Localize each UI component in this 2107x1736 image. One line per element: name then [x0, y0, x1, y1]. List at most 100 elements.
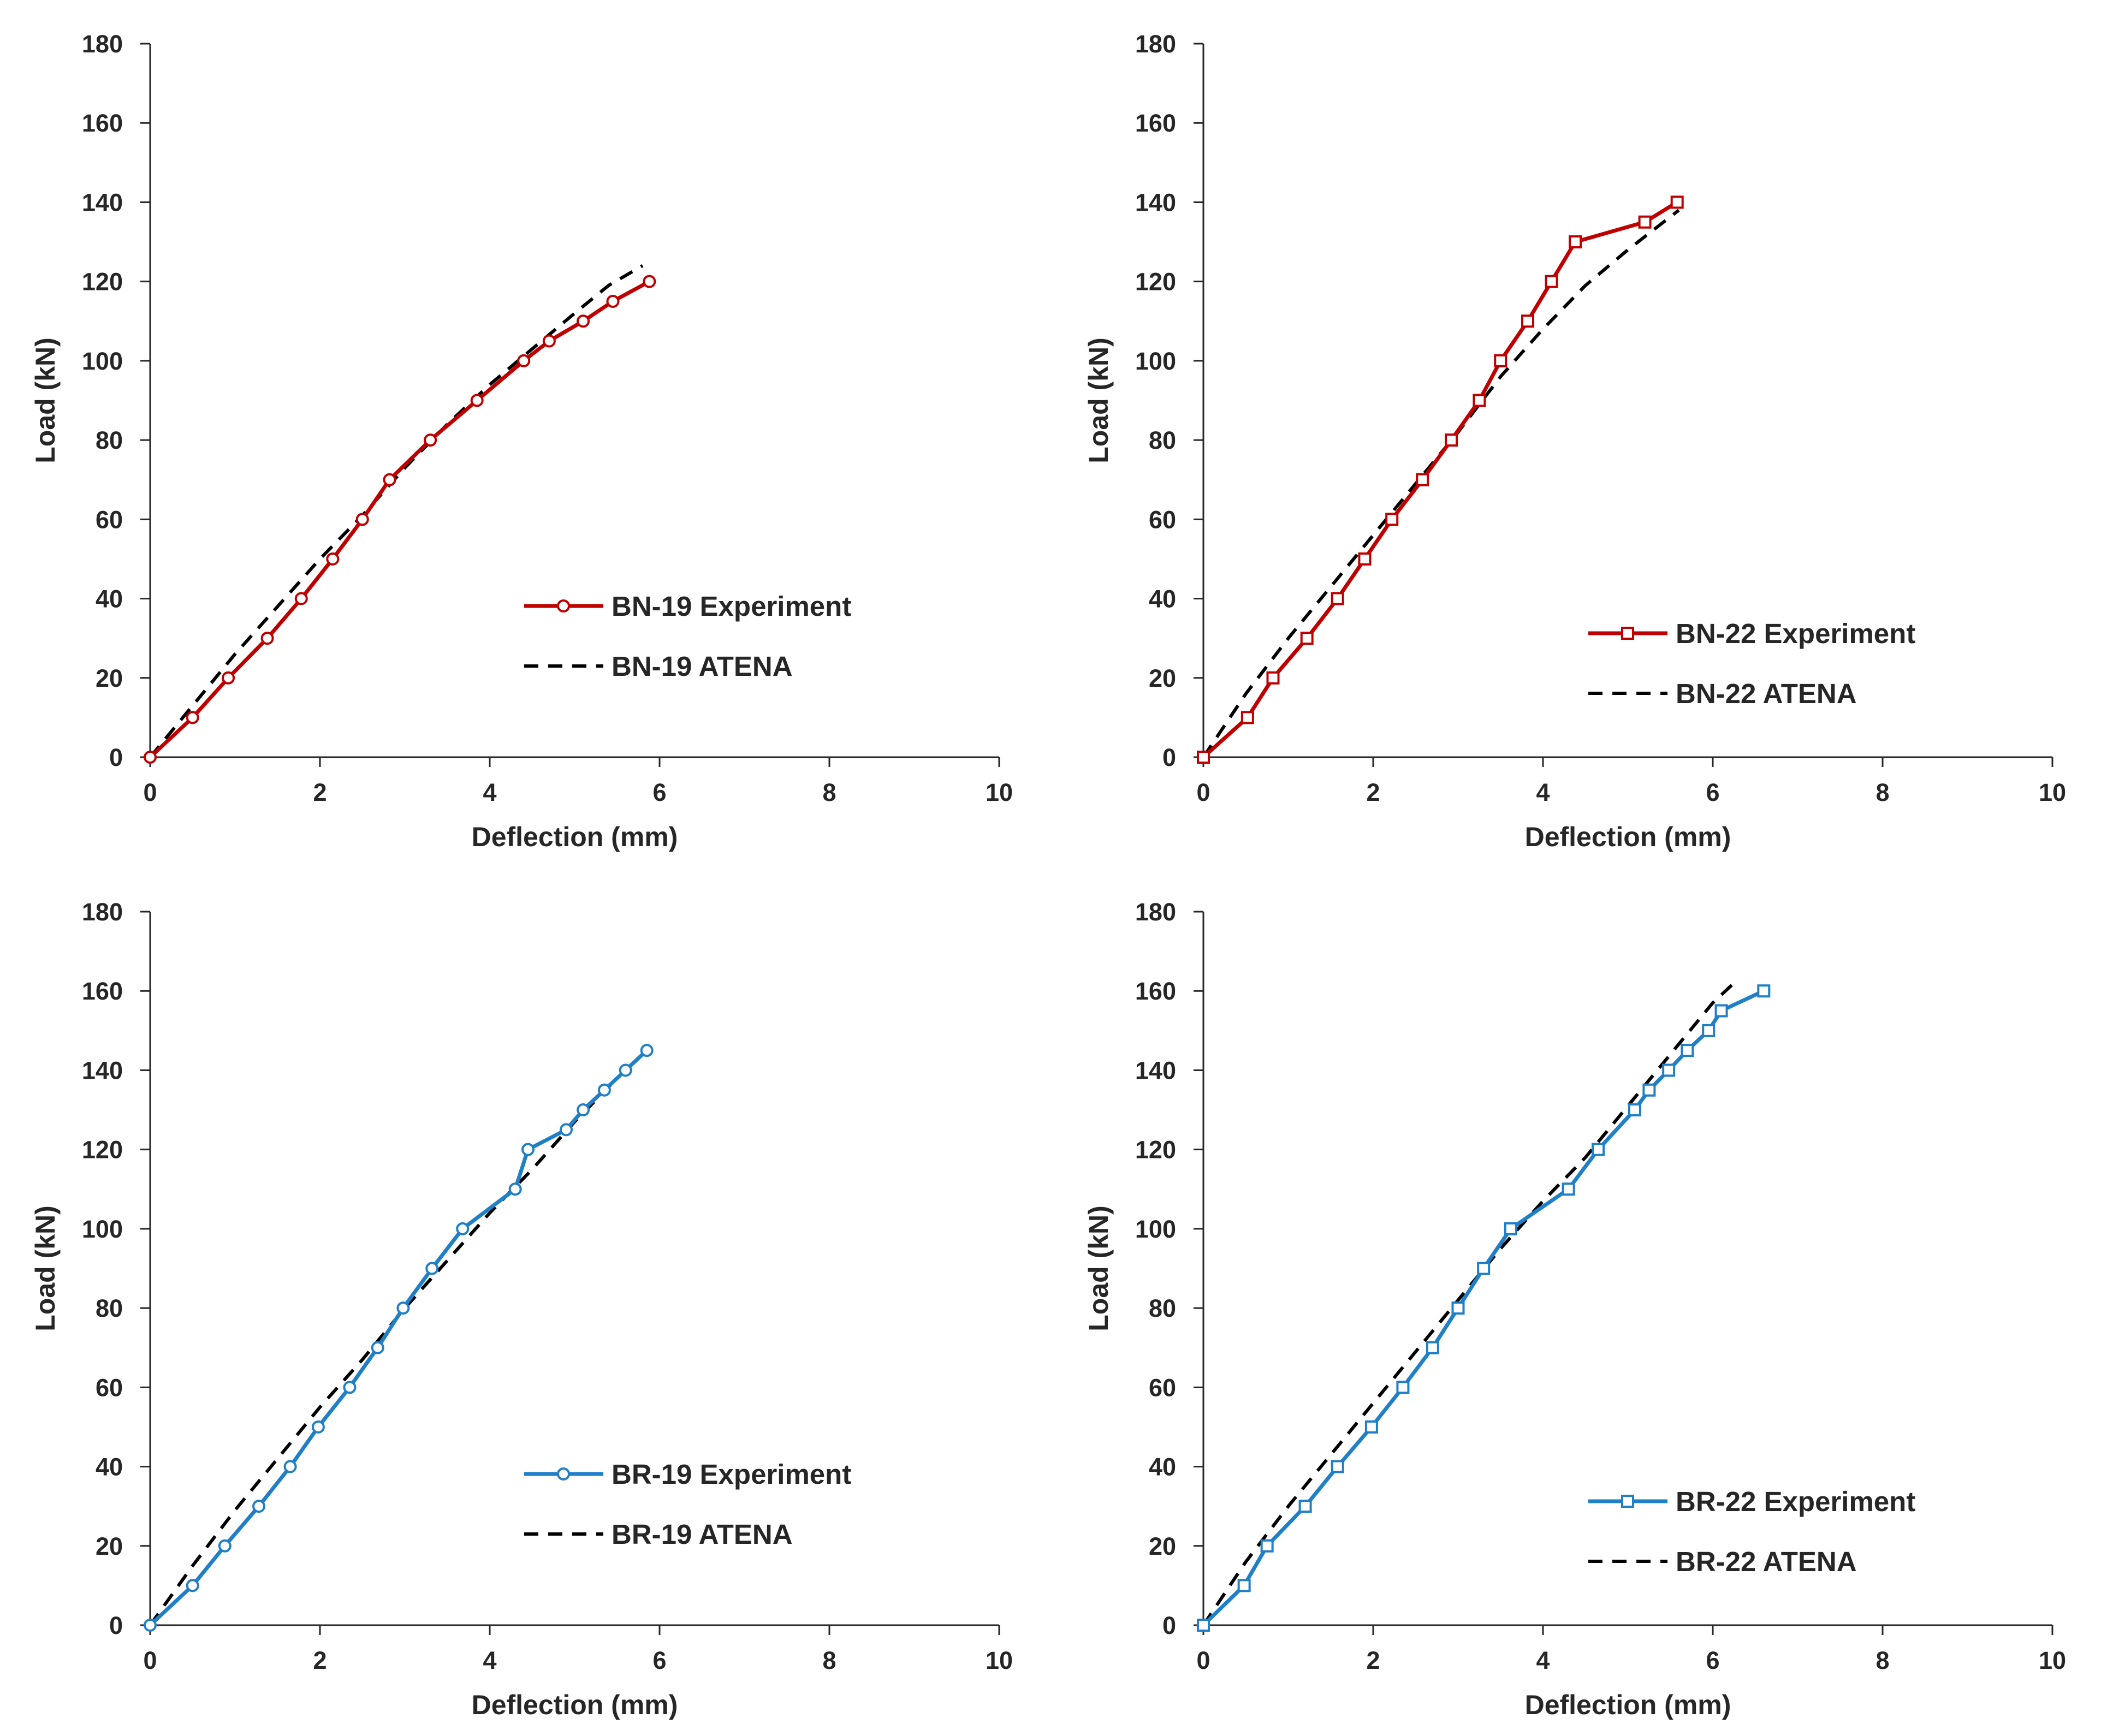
legend: BR-19 Experiment BR-19 ATENA — [524, 1459, 851, 1550]
legend: BN-19 Experiment BN-19 ATENA — [524, 591, 851, 682]
chart-bn22-svg: 0 20 40 60 80 100 120 140 160 180 0 2 4 6 8 10 Deflectio… — [1083, 30, 2066, 852]
data-point — [186, 711, 199, 724]
legend: BR-22 Experiment BR-22 ATENA — [1588, 1486, 1915, 1577]
data-point — [577, 314, 590, 328]
data-point — [1396, 1381, 1410, 1394]
x-tick-label: 6 — [652, 778, 666, 806]
y-tick-label: 140 — [82, 1056, 123, 1084]
chart-bn19: 0 20 40 60 80 100 120 140 160 180 0 2 4 6 8 10 Deflectio… — [0, 0, 1053, 868]
legend-marker — [1621, 627, 1634, 640]
series-br-22-atena — [1202, 978, 1740, 1626]
x-axis-title: Deflection (mm) — [1525, 822, 1731, 852]
x-tick-label: 4 — [483, 1646, 496, 1674]
y-tick-label: 100 — [1135, 347, 1176, 375]
y-tick-label: 120 — [1135, 268, 1176, 296]
y-tick-label: 100 — [1135, 1215, 1176, 1243]
x-axis-title: Deflection (mm) — [472, 1690, 678, 1720]
y-tick-label: 80 — [96, 426, 123, 454]
x-tick-label: 8 — [822, 1646, 836, 1674]
data-point — [1237, 1579, 1251, 1592]
y-tick-label: 180 — [82, 30, 123, 58]
data-point — [283, 1460, 297, 1473]
data-point — [396, 1301, 410, 1315]
legend-label: BR-19 Experiment — [612, 1459, 851, 1490]
x-tick-label: 10 — [986, 778, 1013, 806]
y-tick-label: 120 — [82, 268, 123, 296]
chart-bn22: 0 20 40 60 80 100 120 140 160 180 0 2 4 6 8 10 Deflectio… — [1053, 0, 2106, 868]
x-tick-label: 2 — [1366, 1646, 1380, 1674]
data-point — [1714, 1004, 1728, 1018]
y-tick-label: 0 — [109, 744, 123, 771]
data-point — [1545, 275, 1558, 288]
legend-marker — [557, 1467, 570, 1481]
data-point — [577, 1103, 590, 1117]
y-tick-label: 160 — [82, 977, 123, 1005]
data-point — [1426, 1341, 1439, 1354]
data-point — [383, 473, 396, 486]
y-tick-label: 180 — [82, 898, 123, 926]
data-point — [311, 1420, 325, 1434]
series-br-19-atena — [149, 1049, 648, 1626]
y-tick-label: 160 — [82, 109, 123, 137]
y-tick-label: 0 — [109, 1612, 123, 1639]
data-point — [355, 513, 369, 526]
y-tick-label: 80 — [96, 1294, 123, 1322]
y-tick-label: 120 — [82, 1136, 123, 1164]
data-point — [606, 294, 620, 308]
y-tick-label: 40 — [96, 1453, 123, 1481]
x-tick-label: 10 — [2039, 778, 2066, 806]
legend-label: BN-22 ATENA — [1676, 678, 1857, 709]
y-tick-label: 60 — [1149, 1374, 1176, 1401]
data-point — [1628, 1103, 1641, 1117]
x-tick-label: 2 — [313, 778, 327, 806]
data-point — [521, 1143, 535, 1156]
data-point — [1385, 513, 1399, 526]
series-line — [149, 1049, 648, 1626]
x-tick-label: 4 — [1536, 778, 1550, 806]
data-point — [640, 1044, 654, 1057]
y-tick-label: 100 — [82, 347, 123, 375]
data-point — [1504, 1222, 1517, 1235]
data-point — [1521, 314, 1535, 328]
data-point — [1260, 1539, 1274, 1553]
x-tick-label: 0 — [1196, 778, 1210, 806]
y-tick-label: 180 — [1135, 30, 1176, 58]
data-point — [294, 592, 308, 605]
x-tick-label: 4 — [483, 778, 496, 806]
x-tick-label: 4 — [1536, 1646, 1550, 1674]
legend: BN-22 Experiment BN-22 ATENA — [1588, 618, 1915, 709]
data-point — [186, 1579, 199, 1592]
legend-label: BR-22 Experiment — [1676, 1486, 1915, 1517]
y-tick-label: 100 — [82, 1215, 123, 1243]
x-tick-label: 10 — [2039, 1646, 2066, 1674]
x-tick-label: 0 — [143, 778, 157, 806]
data-point — [1670, 195, 1684, 209]
data-point — [619, 1063, 632, 1077]
legend-label: BN-22 Experiment — [1676, 618, 1915, 649]
data-point — [517, 354, 531, 367]
x-axis-title: Deflection (mm) — [472, 822, 678, 852]
x-tick-label: 6 — [1706, 1646, 1719, 1674]
chart-br19-svg: 0 20 40 60 80 100 120 140 160 180 0 2 4 6 8 10 Deflectio… — [30, 898, 1013, 1720]
x-tick-label: 8 — [1875, 1646, 1889, 1674]
data-point — [1477, 1262, 1491, 1275]
y-tick-label: 80 — [1149, 1294, 1176, 1322]
y-tick-label: 140 — [1135, 188, 1176, 216]
series-line — [1201, 989, 1766, 1627]
x-tick-label: 6 — [652, 1646, 666, 1674]
series-br-19-experiment — [144, 1044, 654, 1632]
data-point — [643, 275, 656, 288]
data-point — [425, 1262, 439, 1275]
legend-label: BR-22 ATENA — [1676, 1546, 1857, 1577]
y-tick-label: 60 — [96, 506, 123, 533]
data-point — [371, 1341, 384, 1354]
data-point — [542, 334, 556, 348]
y-tick-label: 80 — [1149, 426, 1176, 454]
data-point — [1569, 235, 1582, 249]
x-axis-title: Deflection (mm) — [1525, 1690, 1731, 1720]
y-tick-label: 20 — [96, 664, 123, 692]
y-tick-label: 0 — [1162, 744, 1176, 771]
chart-bn19-svg: 0 20 40 60 80 100 120 140 160 180 0 2 4 6 8 10 Deflectio… — [30, 30, 1013, 852]
y-tick-label: 60 — [1149, 506, 1176, 533]
data-point — [1494, 354, 1507, 367]
